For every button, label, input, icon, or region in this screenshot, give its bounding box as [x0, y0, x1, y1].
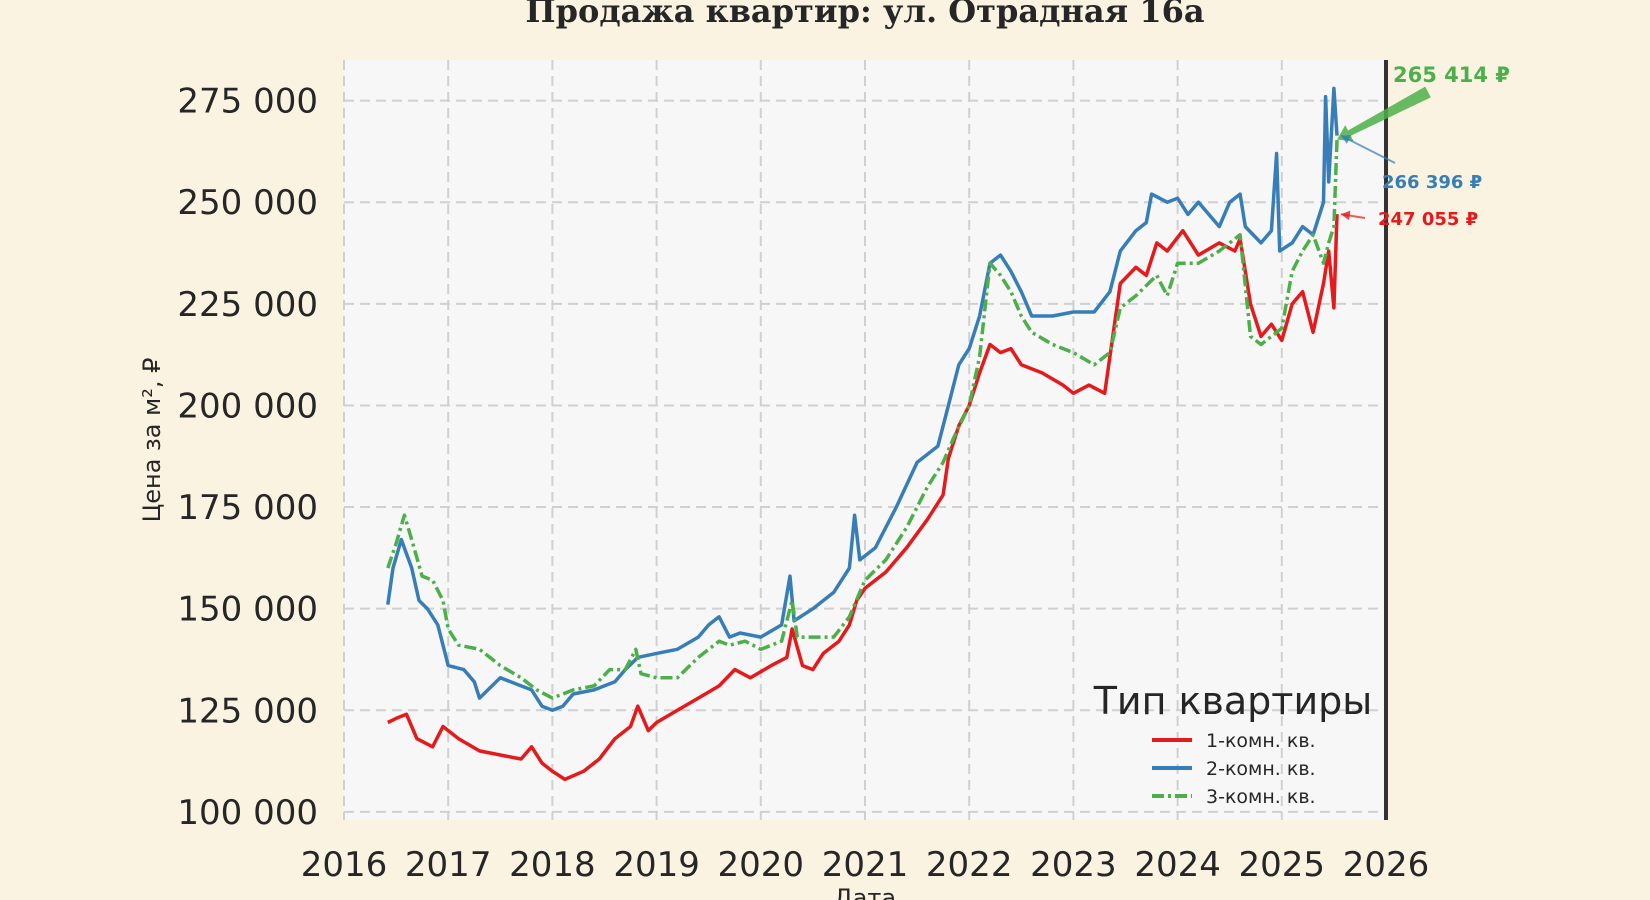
x-tick-label: 2022 [926, 845, 1013, 885]
y-tick-label: 100 000 [177, 793, 318, 833]
y-tick-label: 275 000 [177, 82, 318, 122]
x-tick-label: 2020 [718, 845, 805, 885]
x-tick-label: 2018 [509, 845, 596, 885]
x-tick-label: 2016 [301, 845, 388, 885]
annotation-label: 247 055 ₽ [1378, 209, 1478, 230]
annotations: 265 414 ₽ 266 396 ₽ 247 055 ₽ [1337, 63, 1510, 230]
x-axis-label: Дата [834, 884, 896, 900]
series-lines [386, 86, 1339, 782]
x-tick-label: 2017 [405, 845, 492, 885]
series-line-2 [386, 86, 1339, 713]
grid-lines [343, 60, 1387, 820]
legend: Тип квартиры 1-комн. кв. 2-комн. кв. 3-к… [1093, 679, 1373, 808]
annotation-arrow [1337, 86, 1431, 142]
x-tick-label: 2021 [822, 845, 909, 885]
y-tick-label: 175 000 [177, 488, 318, 528]
annotation-arrow-head [1341, 135, 1352, 144]
y-tick-label: 150 000 [177, 590, 318, 630]
y-axis-label: Цена за м², ₽ [138, 358, 166, 523]
y-tick-label: 125 000 [177, 691, 318, 731]
legend-entry-3: 3-комн. кв. [1206, 786, 1316, 808]
y-tick-label: 225 000 [177, 285, 318, 325]
x-tick-label: 2024 [1134, 845, 1221, 885]
legend-entry-2: 2-комн. кв. [1206, 758, 1316, 780]
annotation-label: 265 414 ₽ [1393, 63, 1510, 87]
x-tick-label: 2019 [613, 845, 700, 885]
y-tick-labels: 100 000 125 000 150 000 175 000 200 000 225 0… [177, 82, 318, 833]
annotation-arrow-head [1341, 210, 1351, 221]
chart-title: Продажа квартир: ул. Отрадная 16а [525, 0, 1204, 30]
y-tick-label: 200 000 [177, 386, 318, 426]
x-tick-label: 2026 [1343, 845, 1430, 885]
legend-entry-1: 1-комн. кв. [1206, 730, 1316, 752]
x-tick-label: 2025 [1239, 845, 1326, 885]
series-line-3 [386, 139, 1339, 700]
y-tick-label: 250 000 [177, 183, 318, 223]
x-tick-labels: 2016 2017 2018 2019 2020 2021 2022 2023 2024 2025… [301, 845, 1430, 885]
x-tick-label: 2023 [1030, 845, 1117, 885]
annotation-arrow [1340, 134, 1396, 164]
annotation-label: 266 396 ₽ [1382, 172, 1482, 193]
series-line-1 [387, 214, 1339, 782]
legend-title: Тип квартиры [1093, 679, 1373, 723]
